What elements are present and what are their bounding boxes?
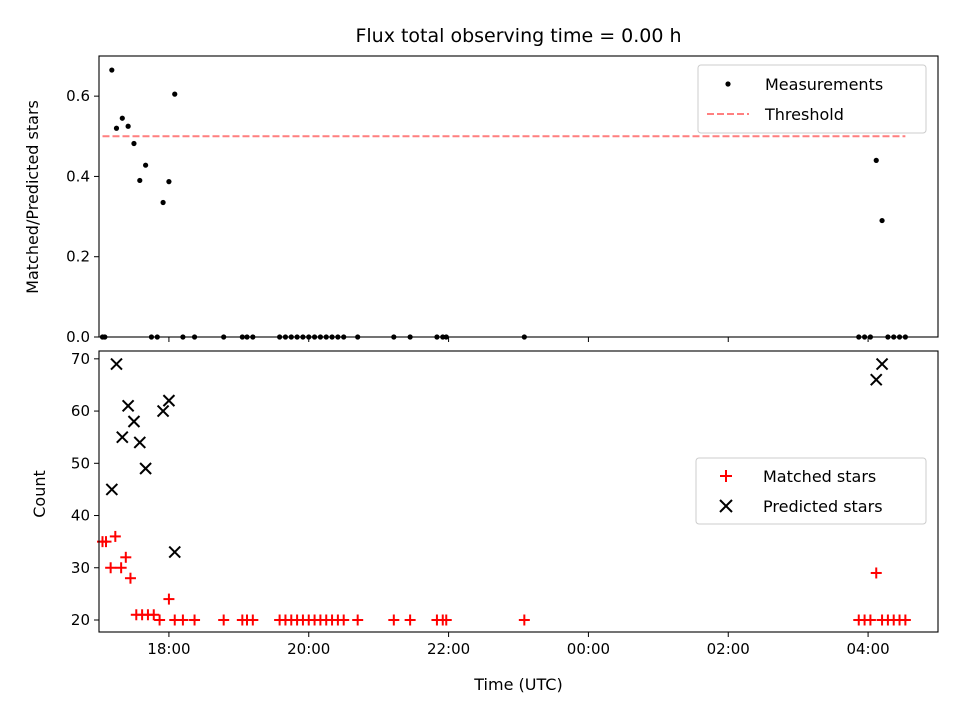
- bottom-y-tick-label: 20: [71, 611, 90, 629]
- matched-stars-point: [388, 614, 400, 626]
- top-y-tick-label: 0.2: [66, 248, 90, 266]
- measurements-point: [109, 67, 115, 73]
- top-legend: Measurements Threshold: [697, 64, 927, 134]
- x-axis-label: Time (UTC): [473, 675, 562, 694]
- predicted-stars-point: [156, 404, 170, 418]
- predicted-stars-point: [105, 483, 119, 496]
- predicted-stars-point: [870, 373, 883, 386]
- legend-measurements-marker: [725, 81, 731, 87]
- bottom-y-tick-label: 40: [71, 507, 90, 525]
- top-y-ticks: 0.0 0.2 0.4 0.6: [66, 87, 99, 346]
- x-tick-label: 04:00: [846, 640, 889, 658]
- top-legend-frame: [697, 64, 927, 134]
- bottom-y-ticks: 20 30 40 50 60 70: [71, 350, 99, 629]
- x-tick-label: 00:00: [567, 640, 610, 658]
- predicted-stars-point: [110, 357, 123, 371]
- predicted-stars-point: [168, 545, 181, 559]
- matched-stars-point: [115, 562, 127, 574]
- bottom-axes-frame: [98, 350, 939, 633]
- bottom-panel: 20 30 40 50 60 70 18:00 20:00 22:00 00:00 02:00 04…: [30, 350, 939, 694]
- matched-stars-point: [899, 614, 911, 626]
- top-y-tick-label: 0.0: [66, 328, 90, 346]
- matched-stars-point: [120, 551, 132, 563]
- matched-stars-point: [338, 614, 350, 626]
- top-axes-frame: [98, 55, 939, 338]
- bottom-legend: Matched stars Predicted stars: [695, 457, 927, 525]
- x-tick-label: 20:00: [287, 640, 330, 658]
- bottom-y-tick-label: 50: [71, 454, 90, 472]
- measurements-point: [137, 177, 143, 184]
- matched-stars-point: [100, 536, 112, 548]
- legend-matched-marker: [720, 470, 732, 482]
- measurements-point: [119, 115, 125, 121]
- top-y-axis-label: Matched/Predicted stars: [23, 100, 42, 294]
- matched-stars-point: [154, 614, 166, 626]
- matched-stars-point: [177, 614, 189, 626]
- matched-stars-point: [352, 614, 364, 626]
- bottom-x-ticks: 18:00 20:00 22:00 00:00 02:00 04:00: [147, 632, 890, 658]
- x-tick-label: 18:00: [147, 640, 190, 658]
- top-x-ticks: [168, 337, 869, 342]
- top-series-layer: [99, 67, 908, 340]
- top-y-tick-label: 0.4: [66, 167, 90, 185]
- matched-stars-point: [189, 614, 201, 626]
- measurements-point: [160, 199, 166, 206]
- measurements-point: [125, 123, 131, 129]
- measurements-point: [166, 179, 172, 185]
- bottom-y-tick-label: 70: [71, 350, 90, 368]
- bottom-legend-frame: [695, 457, 927, 525]
- predicted-stars-point: [162, 394, 176, 407]
- x-tick-label: 22:00: [427, 640, 470, 658]
- measurements-point: [879, 217, 885, 224]
- matched-stars-point: [105, 562, 117, 574]
- legend-predicted-marker: [719, 499, 733, 513]
- legend-measurements-label: Measurements: [765, 75, 883, 94]
- chart-title: Flux total observing time = 0.00 h: [355, 25, 681, 47]
- predicted-stars-point: [139, 462, 152, 475]
- matched-stars-point: [440, 614, 452, 626]
- top-y-tick-label: 0.6: [66, 87, 90, 105]
- predicted-stars-point: [116, 430, 129, 444]
- measurements-point: [172, 91, 178, 97]
- measurements-point: [113, 125, 120, 131]
- measurements-point: [873, 157, 879, 163]
- measurements-point: [143, 162, 149, 168]
- matched-stars-point: [247, 614, 259, 626]
- matched-stars-point: [218, 614, 230, 626]
- predicted-stars-point: [875, 357, 889, 371]
- matched-stars-point: [109, 530, 121, 542]
- bottom-series-layer: [96, 357, 911, 626]
- bottom-y-tick-label: 30: [71, 559, 90, 577]
- top-panel: 0.0 0.2 0.4 0.6 Matched/Predicted stars Mea…: [23, 55, 939, 346]
- matched-stars-point: [864, 614, 876, 626]
- bottom-y-axis-label: Count: [30, 470, 49, 518]
- matched-stars-point: [404, 614, 416, 626]
- bottom-y-tick-label: 60: [71, 402, 90, 420]
- legend-matched-label: Matched stars: [763, 467, 876, 486]
- predicted-stars-point: [127, 415, 141, 428]
- legend-threshold-label: Threshold: [764, 105, 844, 124]
- predicted-stars-point: [121, 399, 135, 413]
- predicted-stars-point: [133, 436, 146, 449]
- matched-stars-point: [124, 572, 136, 584]
- legend-predicted-label: Predicted stars: [763, 497, 883, 516]
- x-tick-label: 02:00: [707, 640, 750, 658]
- matched-stars-point: [163, 593, 175, 605]
- matched-stars-point: [148, 609, 160, 621]
- matched-stars-point: [518, 614, 530, 626]
- matched-stars-point: [870, 567, 882, 579]
- measurements-point: [131, 140, 137, 147]
